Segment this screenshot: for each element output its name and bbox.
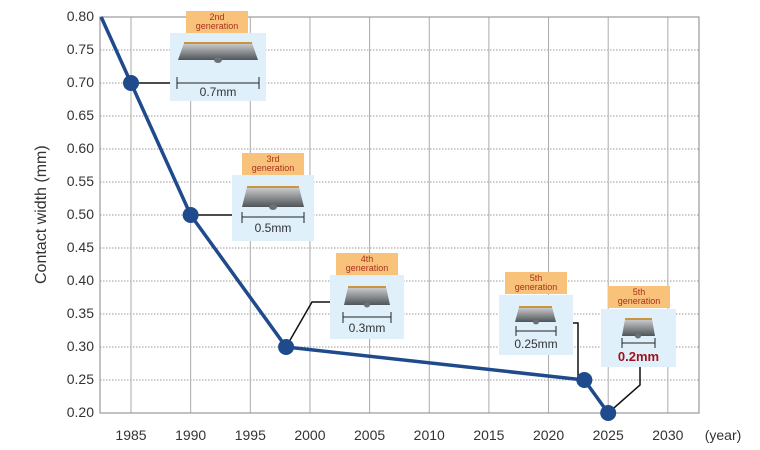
gen-tag-4th: 4th generation	[336, 253, 398, 275]
x-tick-label: 2010	[413, 427, 445, 443]
gen-tag-3rd: 3rd generation	[242, 153, 304, 175]
y-tick-label: 0.70	[66, 74, 94, 90]
chip-icon	[515, 306, 557, 336]
y-tick-label: 0.75	[66, 41, 94, 57]
x-tick-label: 1990	[175, 427, 207, 443]
y-tick-label: 0.35	[66, 305, 94, 321]
y-tick-label: 0.40	[66, 272, 94, 288]
x-tick-label: 2000	[294, 427, 326, 443]
y-tick-label: 0.60	[66, 140, 94, 156]
dimension-label: 0.3mm	[348, 321, 386, 335]
chip-icon	[621, 318, 656, 348]
y-tick-label: 0.50	[66, 206, 94, 222]
dimension-label: 0.5mm	[254, 221, 292, 235]
x-tick-label: 2030	[652, 427, 684, 443]
x-axis-unit: (year)	[704, 427, 742, 443]
x-tick-label: 2015	[473, 427, 505, 443]
chip-icon	[241, 186, 305, 223]
gen-tag-2nd: 2nd generation	[186, 11, 248, 33]
data-series	[99, 16, 617, 421]
x-tick-label: 1985	[115, 427, 147, 443]
grid-lines	[99, 16, 700, 414]
y-tick-label: 0.30	[66, 338, 94, 354]
dimension-label: 0.7mm	[199, 85, 237, 99]
y-tick-label: 0.65	[66, 107, 94, 123]
y-tick-label: 0.80	[66, 8, 94, 24]
dimension-label: 0.25mm	[514, 337, 558, 351]
x-tick-label: 1995	[234, 427, 266, 443]
panel-2nd: 0.7mm	[170, 33, 266, 101]
panel-3rd: 0.5mm	[232, 175, 314, 241]
y-tick-label: 0.55	[66, 173, 94, 189]
x-tick-label: 2020	[532, 427, 565, 443]
panel-5th-a: 0.25mm	[499, 295, 573, 355]
chip-icon	[342, 286, 392, 323]
y-tick-label: 0.45	[66, 239, 94, 255]
panel-5th-b: 0.2mm	[601, 309, 676, 367]
x-tick-label: 2005	[354, 427, 386, 443]
x-tick-label: 2025	[592, 427, 624, 443]
gen-tag-5th-a: 5th generation	[505, 272, 567, 294]
chip-icon	[176, 42, 260, 89]
panel-4th: 0.3mm	[330, 275, 404, 339]
gen-tag-5th-b: 5th generation	[608, 286, 670, 308]
y-tick-label: 0.20	[66, 404, 94, 420]
dimension-label-highlight: 0.2mm	[617, 349, 660, 364]
y-tick-label: 0.25	[66, 371, 94, 387]
y-axis-title: Contact width (mm)	[33, 145, 50, 284]
